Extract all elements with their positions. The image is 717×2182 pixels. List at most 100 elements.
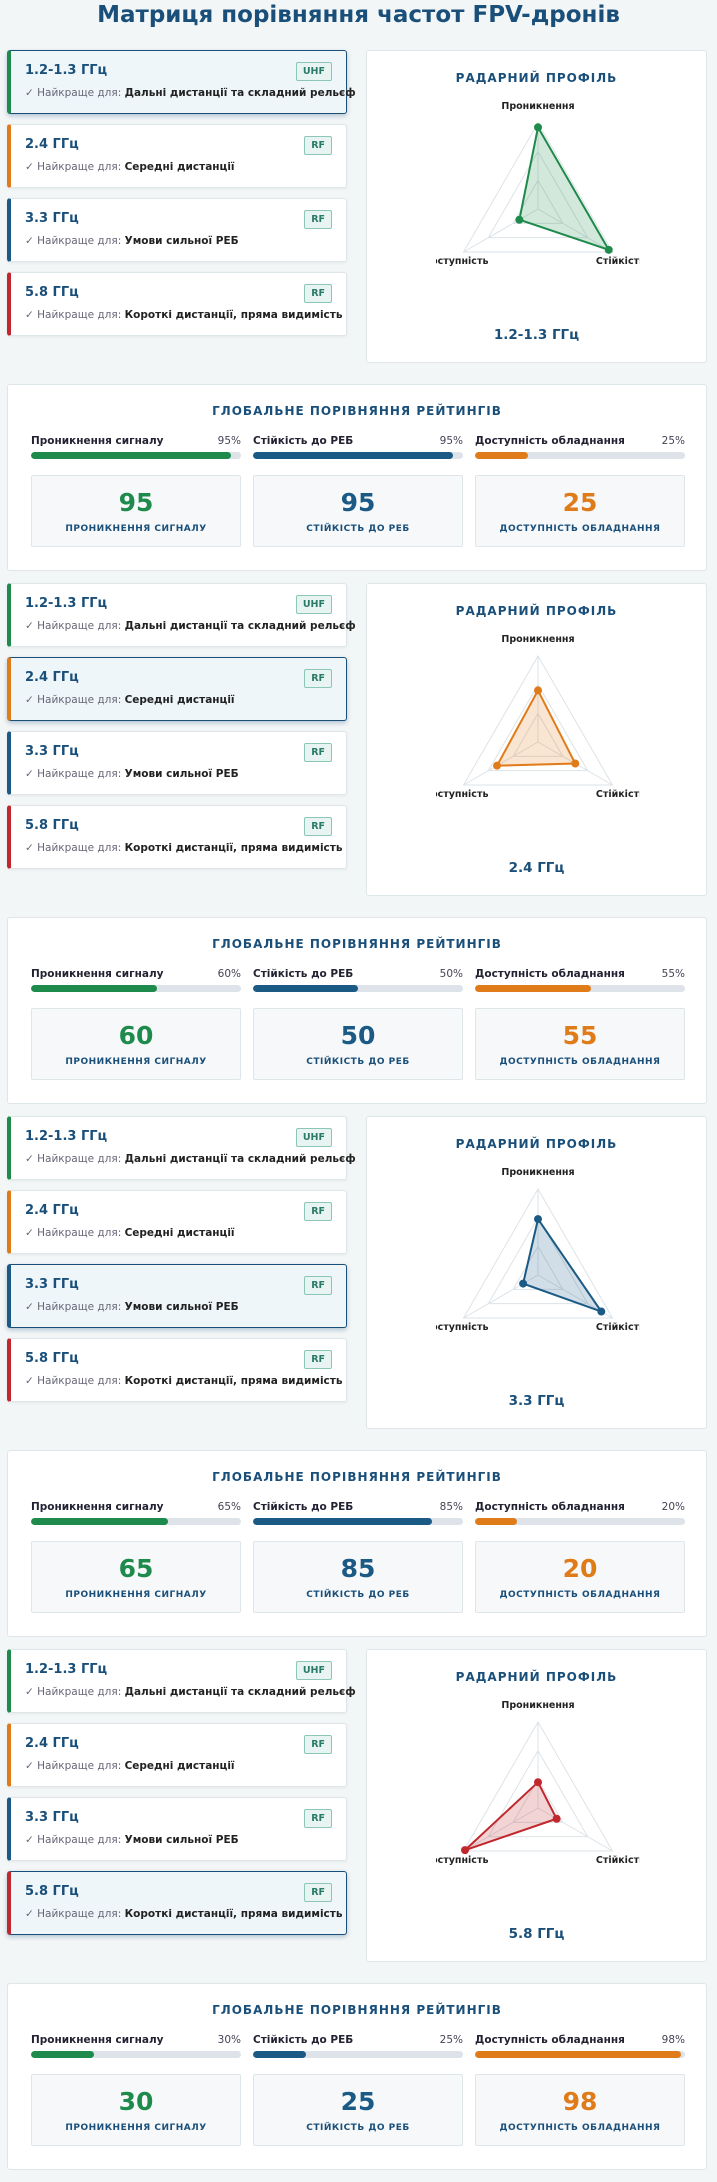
frequency-card[interactable]: 5.8 ГГц RF ✓ Найкраще для: Короткі дистанц…	[7, 1871, 347, 1935]
radar-ring	[512, 712, 564, 757]
frequency-name: 5.8 ГГц	[25, 1884, 79, 1899]
radar-spoke	[463, 208, 539, 253]
score-value: 30	[118, 2087, 154, 2116]
best-text: Дальні дистанції та складний рельєф	[124, 620, 356, 632]
score-value: 98	[562, 2087, 598, 2116]
metric-percent: 98%	[661, 2034, 685, 2046]
metric-bar	[475, 1518, 517, 1525]
radar-ring	[487, 683, 589, 772]
metric-label: Доступність обладнання	[475, 2034, 625, 2046]
metric-percent: 55%	[661, 968, 685, 980]
frequency-card[interactable]: 1.2-1.3 ГГц UHF ✓ Найкраще для: Дальні дис…	[7, 50, 356, 114]
comparison-section: 1.2-1.3 ГГц UHF ✓ Найкраще для: Дальні дис…	[0, 1649, 717, 2182]
radar-ring	[487, 150, 589, 239]
frequency-tag: UHF	[295, 62, 332, 81]
best-prefix: ✓ Найкраще для:	[25, 309, 122, 321]
best-text: Умови сильної РЕБ	[124, 1301, 239, 1313]
radar-axis-label: Доступність	[436, 1322, 488, 1333]
radar-selected-name: 5.8 ГГц	[508, 1926, 565, 1942]
score-caption: ДОСТУПНІСТЬ ОБЛАДНАННЯ	[499, 1590, 661, 1600]
frequency-card[interactable]: 5.8 ГГц RF ✓ Найкраще для: Короткі дистанц…	[7, 1338, 347, 1402]
score-value: 55	[562, 1021, 598, 1050]
frequency-name: 1.2-1.3 ГГц	[25, 1129, 108, 1144]
radar-point	[534, 123, 542, 132]
frequency-card[interactable]: 2.4 ГГц RF ✓ Найкраще для: Середні дистанц…	[7, 657, 347, 721]
best-prefix: ✓ Найкраще для:	[25, 235, 122, 247]
frequency-card[interactable]: 3.3 ГГц RF ✓ Найкраще для: Умови сильної Р…	[7, 198, 347, 262]
frequency-name: 1.2-1.3 ГГц	[25, 1662, 108, 1677]
best-prefix: ✓ Найкраще для:	[25, 1301, 122, 1313]
score-caption: ПРОНИКНЕННЯ СИГНАЛУ	[65, 524, 207, 534]
frequency-card[interactable]: 3.3 ГГц RF ✓ Найкраще для: Умови сильної Р…	[7, 1264, 347, 1328]
radar-title: РАДАРНИЙ ПРОФІЛЬ	[455, 1670, 618, 1684]
frequency-card[interactable]: 1.2-1.3 ГГц UHF ✓ Найкраще для: Дальні дис…	[7, 1116, 356, 1180]
global-card: ГЛОБАЛЬНЕ ПОРІВНЯННЯ РЕЙТИНГІВ Проникненн…	[7, 1983, 707, 2170]
score-caption: СТІЙКІСТЬ ДО РЕБ	[306, 1057, 410, 1067]
frequency-card[interactable]: 1.2-1.3 ГГц UHF ✓ Найкраще для: Дальні дис…	[7, 1649, 356, 1713]
best-text: Дальні дистанції та складний рельєф	[124, 87, 356, 99]
best-text: Середні дистанції	[124, 1227, 235, 1239]
best-text: Умови сильної РЕБ	[124, 1834, 239, 1846]
best-text: Середні дистанції	[124, 1760, 235, 1772]
score-box: 30 ПРОНИКНЕННЯ СИГНАЛУ	[31, 2074, 241, 2146]
best-text: Короткі дистанції, пряма видимість	[124, 1375, 343, 1387]
metric-label: Доступність обладнання	[475, 968, 625, 980]
metric-bar	[31, 452, 231, 459]
frequency-card[interactable]: 2.4 ГГц RF ✓ Найкраще для: Середні дистанц…	[7, 1723, 347, 1787]
best-text: Дальні дистанції та складний рельєф	[124, 1153, 356, 1165]
frequency-card[interactable]: 5.8 ГГц RF ✓ Найкраще для: Короткі дистанц…	[7, 272, 347, 336]
score-box: 65 ПРОНИКНЕННЯ СИГНАЛУ	[31, 1541, 241, 1613]
radar-point	[534, 686, 542, 695]
metric-percent: 25%	[439, 2034, 463, 2046]
best-prefix: ✓ Найкраще для:	[25, 1375, 122, 1387]
frequency-tag: RF	[304, 1350, 332, 1369]
score-value: 20	[562, 1554, 598, 1583]
score-value: 25	[340, 2087, 376, 2116]
score-value: 85	[340, 1554, 376, 1583]
frequency-card[interactable]: 3.3 ГГц RF ✓ Найкраще для: Умови сильної Р…	[7, 731, 347, 795]
frequency-name: 3.3 ГГц	[25, 211, 79, 226]
frequency-tag: RF	[304, 136, 332, 155]
frequency-tag: UHF	[295, 595, 332, 614]
radar-spoke	[463, 1807, 539, 1852]
global-title: ГЛОБАЛЬНЕ ПОРІВНЯННЯ РЕЙТИНГІВ	[212, 937, 502, 951]
radar-axis-label: Доступність	[436, 789, 488, 800]
metric-track	[253, 1518, 463, 1525]
frequency-name: 5.8 ГГц	[25, 818, 79, 833]
frequency-name: 3.3 ГГц	[25, 744, 79, 759]
frequency-name: 2.4 ГГц	[25, 1203, 79, 1218]
best-prefix: ✓ Найкраще для:	[25, 161, 122, 173]
best-text: Короткі дистанції, пряма видимість	[124, 309, 343, 321]
score-box: 95 СТІЙКІСТЬ ДО РЕБ	[253, 475, 463, 547]
frequency-card[interactable]: 3.3 ГГц RF ✓ Найкраще для: Умови сильної Р…	[7, 1797, 347, 1861]
metric-percent: 85%	[439, 1501, 463, 1513]
radar-point	[515, 215, 524, 224]
metric-percent: 20%	[661, 1501, 685, 1513]
frequency-card[interactable]: 2.4 ГГц RF ✓ Найкраще для: Середні дистанц…	[7, 1190, 347, 1254]
radar-point	[519, 1279, 528, 1288]
metric-percent: 65%	[217, 1501, 241, 1513]
best-for: ✓ Найкраще для: Середні дистанції	[25, 694, 235, 706]
metric-label: Проникнення сигналу	[31, 968, 164, 980]
radar-card: РАДАРНИЙ ПРОФІЛЬ Проникнення Стійкість Дост…	[366, 1649, 707, 1962]
radar-chart: Проникнення Стійкість Доступність	[436, 101, 640, 267]
score-box: 25 СТІЙКІСТЬ ДО РЕБ	[253, 2074, 463, 2146]
radar-axis-label: Проникнення	[501, 634, 574, 645]
frequency-card[interactable]: 2.4 ГГц RF ✓ Найкраще для: Середні дистанц…	[7, 124, 347, 188]
metric-bar	[253, 1518, 432, 1525]
metric-percent: 50%	[439, 968, 463, 980]
frequency-name: 1.2-1.3 ГГц	[25, 596, 108, 611]
radar-selected-name: 3.3 ГГц	[508, 1393, 565, 1409]
frequency-tag: RF	[304, 1276, 332, 1295]
metric-track	[475, 1518, 685, 1525]
score-caption: СТІЙКІСТЬ ДО РЕБ	[306, 524, 410, 534]
global-card: ГЛОБАЛЬНЕ ПОРІВНЯННЯ РЕЙТИНГІВ Проникненн…	[7, 917, 707, 1104]
radar-point	[552, 1814, 561, 1823]
frequency-card[interactable]: 1.2-1.3 ГГц UHF ✓ Найкраще для: Дальні дис…	[7, 583, 356, 647]
radar-point	[534, 1215, 542, 1224]
metric-label: Доступність обладнання	[475, 435, 625, 447]
radar-spoke	[463, 741, 539, 786]
radar-title: РАДАРНИЙ ПРОФІЛЬ	[455, 1137, 618, 1151]
frequency-card[interactable]: 5.8 ГГц RF ✓ Найкраще для: Короткі дистанц…	[7, 805, 347, 869]
metric-label: Стійкість до РЕБ	[253, 2034, 354, 2046]
